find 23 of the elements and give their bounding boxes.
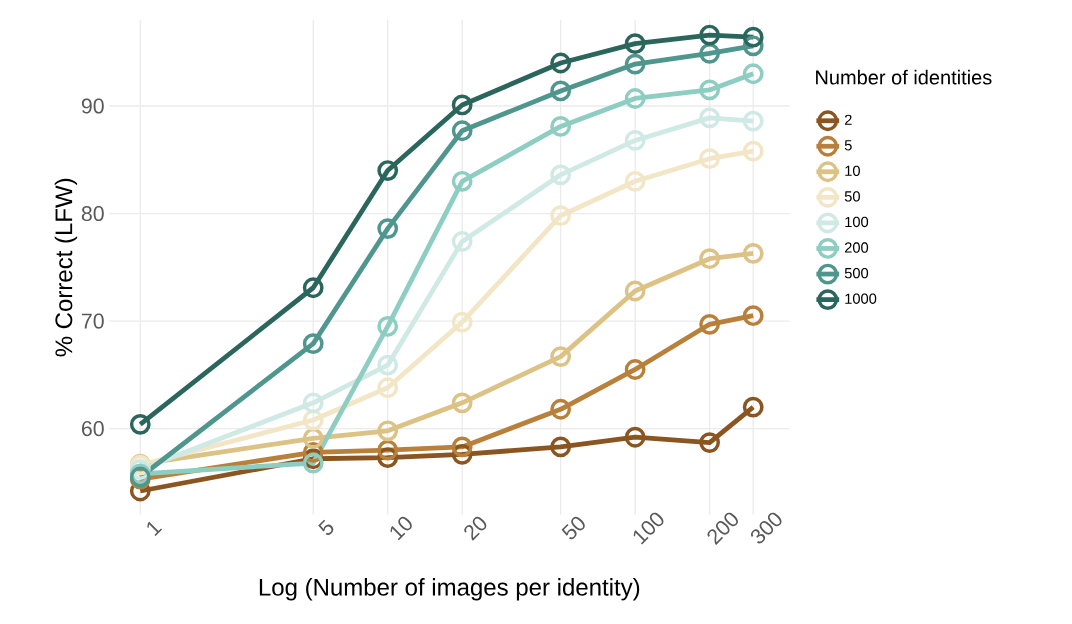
y-tick-label: 60	[81, 421, 104, 437]
legend-label: 500	[844, 267, 869, 279]
x-tick-label: 50	[561, 516, 585, 540]
x-tick-label: 100	[633, 512, 664, 545]
legend-label: 100	[845, 216, 869, 228]
legend-label: 50	[844, 191, 860, 202]
legend-label: 10	[845, 165, 860, 177]
x-tick-label: 1	[147, 521, 163, 537]
x-tick-label: 300	[750, 512, 782, 544]
y-tick-label: 70	[81, 313, 104, 329]
legend-label: 1000	[845, 293, 877, 304]
x-tick-label: 10	[390, 516, 412, 541]
y-axis-title: % Correct (LFW)	[54, 178, 78, 357]
x-tick-label: 200	[707, 512, 738, 545]
x-tick-label: 5	[318, 519, 334, 535]
y-tick-label: 80	[81, 206, 104, 222]
legend-title: Number of identities	[816, 69, 992, 85]
legend-label: 2	[844, 114, 852, 125]
x-tick-label: 20	[464, 516, 487, 541]
y-tick-label: 90	[81, 98, 104, 114]
legend-label: 200	[844, 242, 869, 253]
x-axis-title: Log (Number of images per identity)	[259, 578, 640, 601]
legend-label: 5	[844, 140, 852, 151]
